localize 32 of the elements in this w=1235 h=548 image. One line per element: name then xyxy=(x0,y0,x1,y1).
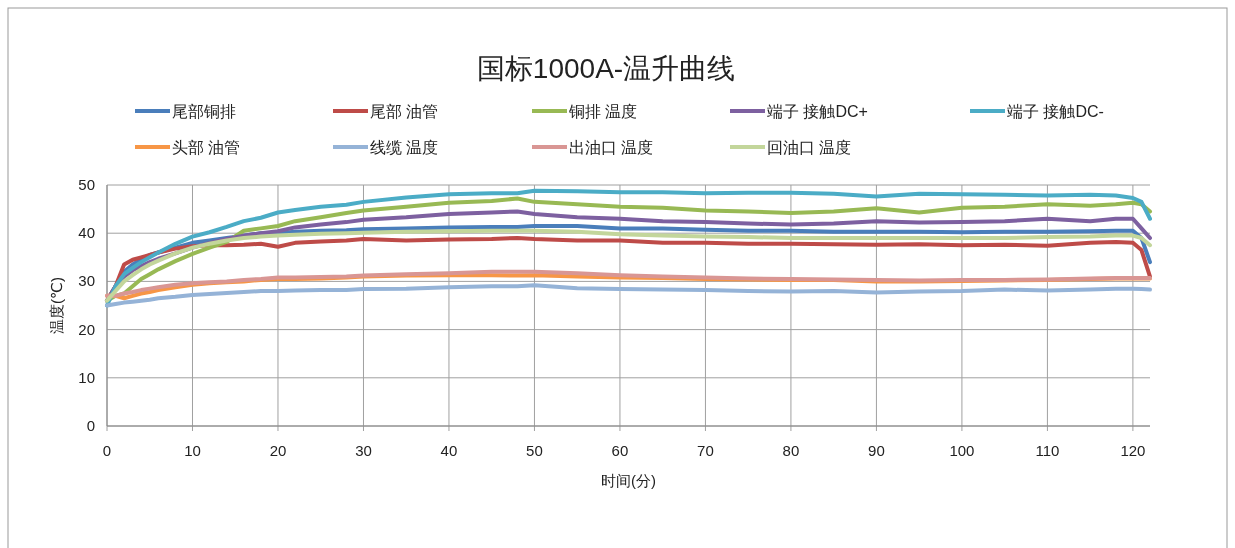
legend-label: 头部 油管 xyxy=(172,139,241,156)
y-axis-title: 温度(℃) xyxy=(48,277,65,334)
y-tick-label: 10 xyxy=(78,368,95,386)
x-tick-label: 20 xyxy=(269,442,287,459)
legend-label: 尾部铜排 xyxy=(172,103,236,120)
x-tick-label: 60 xyxy=(611,442,629,459)
x-tick-label: 30 xyxy=(355,442,372,459)
x-tick-label: 40 xyxy=(440,442,458,459)
legend-label: 回油口 温度 xyxy=(767,139,852,156)
y-tick-label: 0 xyxy=(86,417,95,434)
chart-title: 国标1000A-温升曲线 xyxy=(476,53,736,84)
x-tick-label: 90 xyxy=(868,442,885,459)
legend-label: 线缆 温度 xyxy=(370,139,439,156)
x-axis-title: 时间(分) xyxy=(601,472,656,489)
legend-label: 出油口 温度 xyxy=(569,139,654,156)
legend-尾部铜排: 尾部铜排 xyxy=(135,103,236,120)
y-tick-label: 50 xyxy=(78,176,95,193)
x-tick-label: 50 xyxy=(526,442,543,459)
x-tick-label: 80 xyxy=(782,442,800,459)
x-tick-label: 10 xyxy=(184,442,201,459)
x-tick-label: 70 xyxy=(697,442,714,459)
legend-label: 端子 接触DC- xyxy=(1007,103,1104,120)
x-tick-label: 110 xyxy=(1035,442,1060,459)
y-tick-label: 20 xyxy=(78,320,95,338)
x-tick-label: 0 xyxy=(102,442,112,459)
x-tick-label: 120 xyxy=(1120,442,1146,459)
y-tick-label: 40 xyxy=(78,224,95,242)
legend-label: 端子 接触DC+ xyxy=(767,103,868,120)
x-tick-label: 100 xyxy=(949,442,975,459)
y-tick-label: 30 xyxy=(78,272,95,290)
legend-label: 尾部 油管 xyxy=(370,103,439,120)
legend-label: 铜排 温度 xyxy=(568,103,638,120)
